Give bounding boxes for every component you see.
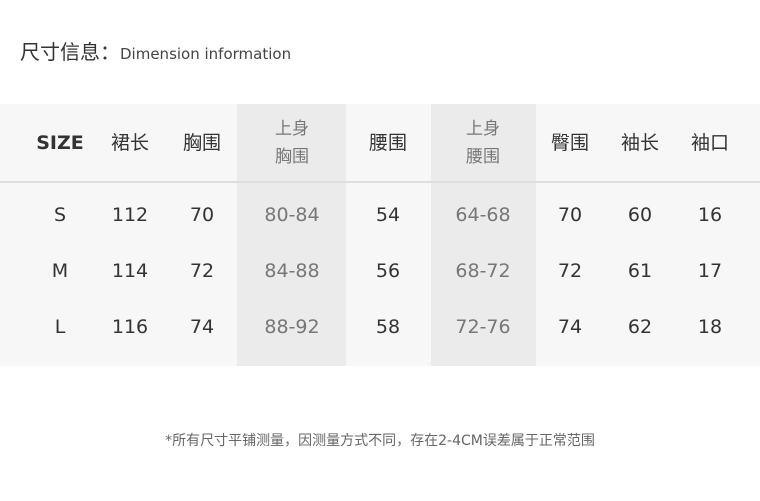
table-cell: 80-84 (264, 204, 320, 226)
size-label: M (51, 260, 69, 282)
table-cell: 54 (375, 204, 401, 226)
table-cell: 72-76 (455, 316, 511, 338)
table-cell: 74 (557, 316, 583, 338)
column-header: 胸围 (182, 131, 222, 154)
header-divider (0, 181, 760, 183)
table-cell: 18 (697, 316, 723, 338)
highlight-column (237, 104, 346, 366)
table-cell: 84-88 (264, 260, 320, 282)
size-label: L (54, 316, 66, 338)
table-cell: 70 (189, 204, 215, 226)
column-header: 臀围 (550, 131, 590, 154)
column-header: 上身 腰围 (466, 118, 500, 167)
table-cell: 60 (627, 204, 653, 226)
table-cell: 72 (189, 260, 215, 282)
size-table: SIZE 裙长 胸围 上身 胸围 腰围 上身 腰围 臀围 袖长 袖口 S 112 70 80-84 54 6… (0, 104, 760, 366)
table-cell: 58 (375, 316, 401, 338)
title-en: Dimension information (120, 45, 292, 63)
table-cell: 70 (557, 204, 583, 226)
measurement-note: *所有尺寸平铺测量，因测量方式不同，存在2-4CM误差属于正常范围 (165, 433, 595, 449)
table-cell: 68-72 (455, 260, 511, 282)
column-header: 腰围 (368, 131, 408, 154)
column-header: 裙长 (110, 131, 150, 154)
table-cell: 16 (697, 204, 723, 226)
table-cell: 72 (557, 260, 583, 282)
table-cell: 62 (627, 316, 653, 338)
table-cell: 61 (627, 260, 653, 282)
column-header: 上身 胸围 (275, 118, 309, 167)
table-cell: 17 (697, 260, 723, 282)
table-cell: 74 (189, 316, 215, 338)
column-header: 袖口 (690, 131, 730, 154)
table-cell: 114 (111, 260, 149, 282)
title-zh: 尺寸信息： (20, 40, 120, 64)
highlight-column (431, 104, 536, 366)
table-cell: 64-68 (455, 204, 511, 226)
table-cell: 116 (111, 316, 149, 338)
table-cell: 88-92 (264, 316, 320, 338)
column-header: SIZE (36, 131, 84, 154)
table-cell: 56 (375, 260, 401, 282)
table-cell: 112 (111, 204, 149, 226)
size-label: S (53, 204, 67, 226)
column-header: 袖长 (620, 131, 660, 154)
page-title: 尺寸信息：Dimension information (20, 36, 291, 65)
